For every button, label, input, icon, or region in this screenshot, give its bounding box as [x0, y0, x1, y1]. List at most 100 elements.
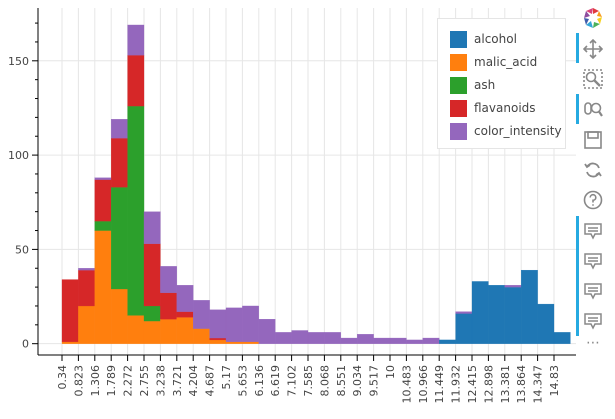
hover-icon[interactable] [580, 308, 606, 334]
legend-item-ash[interactable]: ash [450, 76, 495, 94]
x-tick-label: 7.585 [302, 365, 315, 397]
more-tools-button[interactable]: ⋯ [586, 335, 600, 351]
bar-segment-color-intensity [160, 266, 177, 293]
x-tick-label: 10.966 [417, 365, 430, 404]
y-tick-label: 50 [15, 243, 29, 256]
bar-segment-flavanoids [127, 54, 145, 107]
legend-swatch [450, 30, 467, 48]
save-icon[interactable] [580, 127, 606, 153]
bar-segment-color-intensity [455, 311, 473, 314]
bar-segment-ash [111, 187, 128, 290]
bar-segment-color-intensity [176, 285, 194, 312]
bar-segment-malic-acid [94, 230, 112, 344]
x-tick-label: 5.653 [236, 365, 249, 397]
y-tick-label: 0 [22, 338, 29, 351]
bar-segment-color-intensity [193, 300, 210, 329]
legend-label: color_intensity [474, 124, 562, 138]
x-tick-label: 1.306 [89, 365, 102, 397]
x-tick-label: 8.551 [335, 365, 348, 397]
bar-segment-alcohol [471, 281, 489, 344]
axes [32, 8, 576, 361]
x-tick-label: 10 [384, 365, 397, 379]
bar-segment-malic-acid [78, 305, 95, 344]
bar-segment-malic-acid [127, 315, 145, 344]
bar-segment-alcohol [521, 269, 538, 344]
y-tick-label: 150 [8, 55, 29, 68]
bar-segment-color-intensity [422, 337, 440, 344]
x-tick-label: 3.238 [154, 365, 167, 397]
legend-item-flavanoids[interactable]: flavanoids [450, 99, 536, 117]
bar-segment-flavanoids [111, 137, 128, 188]
bar-segment-alcohol [504, 286, 522, 344]
bar-segment-malic-acid [209, 339, 227, 344]
bar-segment-malic-acid [176, 317, 194, 344]
x-tick-label: 10.483 [400, 365, 413, 404]
bar-segment-malic-acid [242, 341, 259, 344]
bar-segment-color-intensity [357, 334, 374, 344]
box-zoom-icon[interactable] [580, 66, 606, 92]
x-tick-label: 13.864 [515, 365, 528, 404]
bar-segment-color-intensity [242, 305, 259, 342]
x-tick-label: 0.34 [56, 365, 69, 390]
chart-toolbar: ⋯ [576, 0, 615, 360]
hover-icon[interactable] [580, 248, 606, 274]
bokeh-logo-icon[interactable] [580, 5, 606, 31]
x-tick-label: 11.449 [433, 365, 446, 404]
bar-segment-alcohol [488, 285, 505, 344]
legend-label: alcohol [474, 32, 517, 46]
bar-segment-flavanoids [78, 269, 95, 307]
pan-icon[interactable] [580, 36, 606, 62]
legend-swatch [450, 76, 467, 94]
hover-active-indicator [576, 216, 579, 336]
legend-swatch [450, 122, 467, 140]
reset-icon[interactable] [580, 157, 606, 183]
bar-segment-flavanoids [160, 292, 177, 320]
y-tick-label: 100 [8, 149, 29, 162]
legend-label: malic_acid [474, 55, 538, 69]
legend-item-alcohol[interactable]: alcohol [450, 30, 517, 48]
bar-segment-color-intensity [389, 337, 407, 344]
bar-segment-flavanoids [94, 179, 112, 222]
bar-segment-malic-acid [193, 328, 210, 344]
x-tick-label: 14.347 [532, 365, 545, 404]
x-tick-label: 4.687 [204, 365, 217, 397]
x-tick-label: 0.823 [72, 365, 85, 397]
legend-item-color-intensity[interactable]: color_intensity [450, 122, 562, 140]
legend: alcohol malic_acid ash flavanoids color_… [437, 18, 566, 149]
bar-segment-alcohol [553, 332, 571, 344]
bar-segment-ash [143, 305, 161, 322]
hover-icon[interactable] [580, 278, 606, 304]
bar-segment-malic-acid [225, 341, 243, 344]
bar-segment-flavanoids [176, 311, 194, 318]
x-tick-label: 2.272 [122, 365, 135, 397]
help-icon[interactable] [580, 187, 606, 213]
bar-segment-alcohol [455, 313, 473, 344]
bar-segment-alcohol [537, 303, 555, 344]
legend-item-malic-acid[interactable]: malic_acid [450, 53, 537, 71]
x-tick-label: 3.721 [171, 365, 184, 397]
x-tick-label: 5.17 [220, 365, 233, 390]
bar-segment-malic-acid [143, 320, 161, 344]
bar-segment-color-intensity [258, 319, 276, 344]
bar-segment-ash [127, 105, 145, 316]
x-tick-label: 12.415 [466, 365, 479, 404]
bar-segment-color-intensity [143, 211, 161, 244]
bar-segment-color-intensity [127, 24, 145, 56]
x-tick-label: 1.789 [105, 365, 118, 397]
x-tick-label: 2.755 [138, 365, 151, 397]
bar-segment-color-intensity [307, 332, 325, 344]
wheel-zoom-icon[interactable] [580, 97, 606, 123]
legend-label: ash [474, 78, 496, 92]
bar-segment-color-intensity [94, 177, 112, 180]
bar-segment-malic-acid [61, 341, 79, 344]
x-tick-label: 6.619 [269, 365, 282, 397]
bar-segment-malic-acid [160, 319, 177, 344]
bar-segment-color-intensity [504, 285, 522, 288]
x-tick-label: 13.381 [499, 365, 512, 404]
x-tick-label: 9.517 [368, 365, 381, 397]
bars [61, 24, 571, 344]
bar-segment-color-intensity [406, 339, 423, 344]
hover-icon[interactable] [580, 218, 606, 244]
